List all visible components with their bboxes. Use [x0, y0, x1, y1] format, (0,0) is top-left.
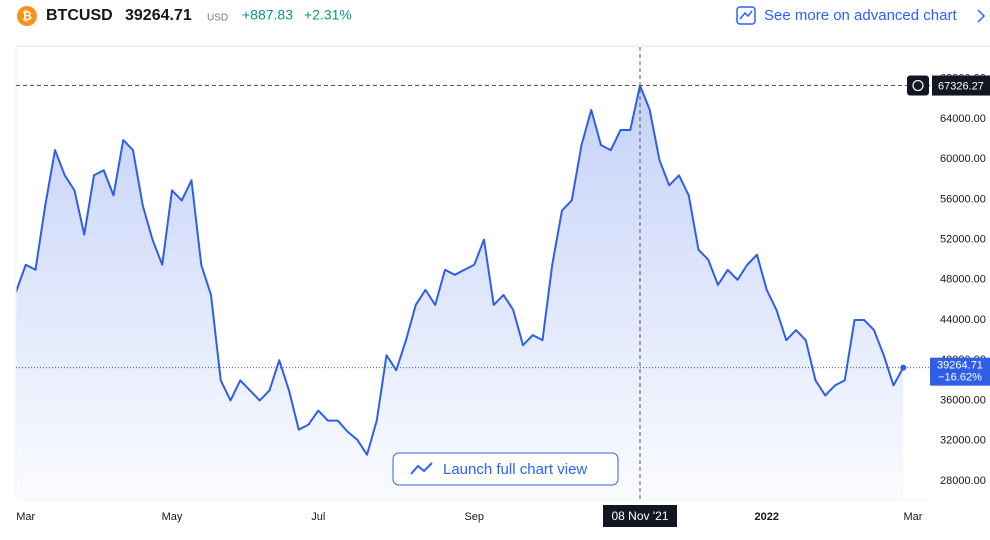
y-tick-label: 32000.00 [940, 435, 986, 447]
advanced-chart-link[interactable]: See more on advanced chart [736, 6, 986, 25]
button-icon [410, 462, 433, 475]
last-point [900, 364, 907, 371]
y-tick-label: 28000.00 [940, 475, 986, 487]
x-tick-label: May [162, 511, 183, 523]
bitcoin-icon [17, 6, 37, 26]
last-label: 39264.71 [937, 360, 983, 372]
link-icon [736, 6, 756, 25]
bitcoin-glyph: ₿ [22, 9, 32, 23]
crosshair-label-bg [603, 505, 677, 527]
link-icon-line [739, 10, 753, 20]
x-tick-label: Jul [311, 511, 325, 523]
y-tick-label: 44000.00 [940, 314, 986, 326]
y-tick-label: 60000.00 [940, 153, 986, 165]
price-line [15, 84, 905, 456]
last-change: −16.62% [938, 372, 982, 384]
last-label-bg [930, 357, 990, 386]
area [16, 85, 904, 500]
y-tick-label: 36000.00 [940, 394, 986, 406]
chevron [977, 9, 986, 23]
high-label: 67326.27 [938, 80, 984, 92]
button-text[interactable]: Launch full chart view [443, 461, 587, 478]
high-icon [912, 79, 924, 92]
x-tick-label: 2022 [755, 511, 779, 523]
button-frame[interactable] [392, 452, 619, 486]
y-tick-label: 56000.00 [940, 193, 986, 205]
high-label-bg [932, 75, 990, 96]
x-tick-label: Mar [16, 511, 35, 523]
symbol: BTCUSD [46, 7, 113, 24]
crosshair-label: 08 Nov '21 [612, 509, 669, 523]
y-tick-label: 48000.00 [940, 274, 986, 286]
y-tick-label: 64000.00 [940, 113, 986, 125]
currency: USD [207, 13, 228, 24]
x-tick-label: Sep [464, 511, 484, 523]
high-icon-bg [907, 75, 929, 96]
change: +887.83 [242, 7, 293, 23]
link-text[interactable]: See more on advanced chart [764, 7, 957, 24]
price: 39264.71 [125, 7, 192, 24]
x-tick-label: Mar [904, 511, 923, 523]
launch-button[interactable]: Launch full chart view [392, 452, 619, 486]
y-tick-label: 52000.00 [940, 234, 986, 246]
change-percent: +2.31% [304, 7, 352, 23]
